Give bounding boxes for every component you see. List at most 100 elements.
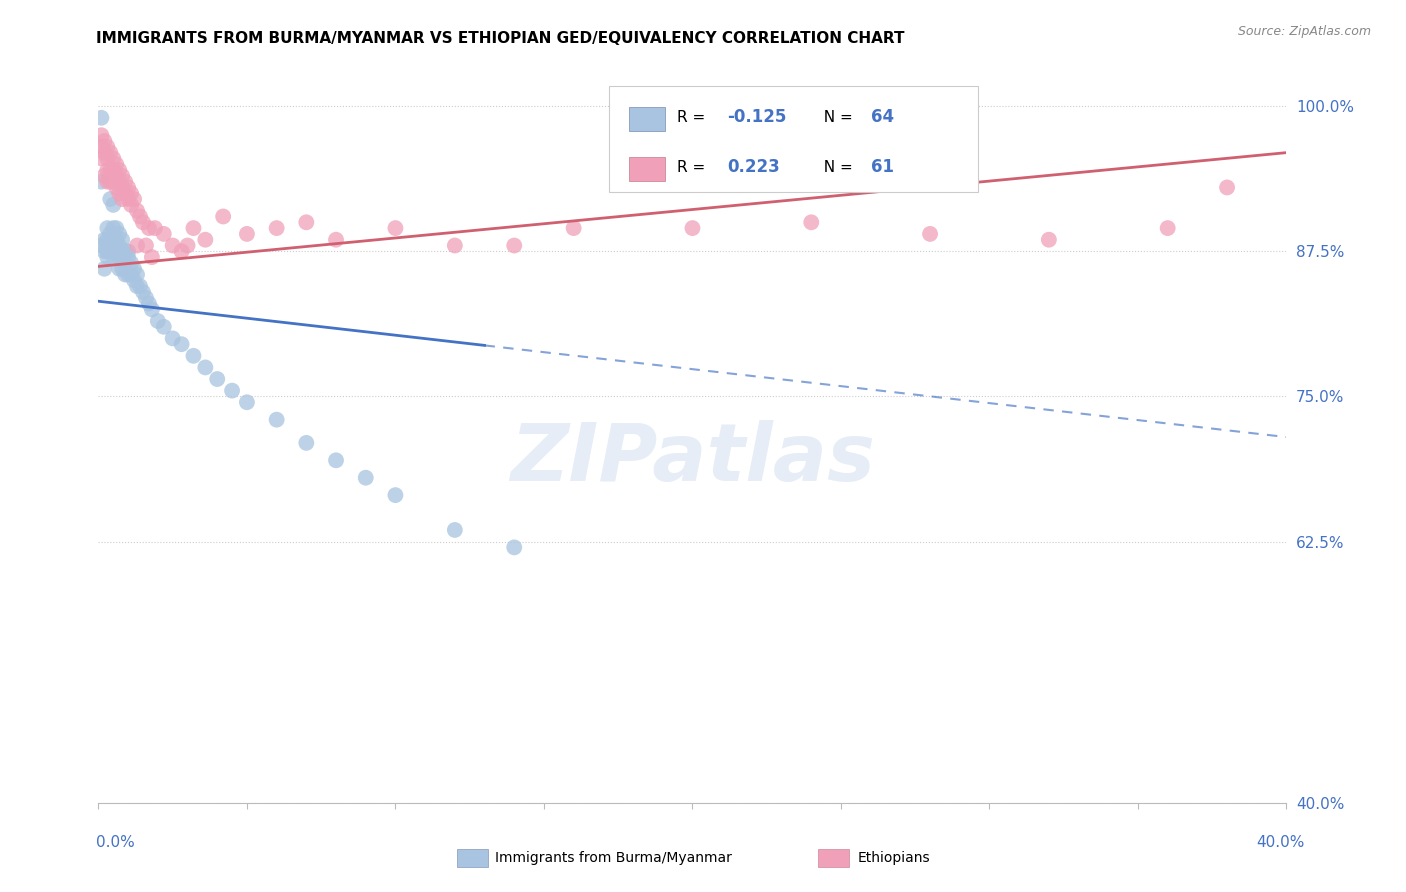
Text: 61: 61 bbox=[870, 159, 894, 177]
Point bbox=[141, 250, 163, 264]
Point bbox=[98, 163, 121, 178]
Point bbox=[562, 221, 585, 235]
Point bbox=[108, 186, 131, 201]
Point bbox=[117, 192, 139, 206]
Point bbox=[221, 384, 243, 398]
Point bbox=[103, 198, 125, 212]
Point bbox=[236, 227, 259, 241]
Point bbox=[138, 296, 160, 310]
Point bbox=[205, 372, 228, 386]
Point bbox=[443, 238, 465, 252]
Point bbox=[108, 250, 131, 264]
Point bbox=[90, 152, 112, 166]
Point bbox=[152, 319, 174, 334]
Point bbox=[146, 314, 169, 328]
Text: 64: 64 bbox=[870, 109, 894, 127]
Point bbox=[103, 250, 125, 264]
Point bbox=[103, 163, 125, 178]
Point bbox=[96, 233, 118, 247]
Text: 40.0%: 40.0% bbox=[1257, 836, 1305, 850]
Point bbox=[162, 331, 184, 345]
Point bbox=[93, 169, 115, 183]
Point bbox=[90, 175, 112, 189]
Point bbox=[111, 169, 134, 183]
Point bbox=[122, 273, 145, 287]
Point bbox=[98, 192, 121, 206]
Text: -0.125: -0.125 bbox=[727, 109, 786, 127]
Point bbox=[141, 302, 163, 317]
Point bbox=[135, 238, 157, 252]
Point bbox=[125, 203, 148, 218]
Point bbox=[108, 227, 131, 241]
Point bbox=[132, 215, 155, 229]
Point bbox=[90, 111, 112, 125]
Text: IMMIGRANTS FROM BURMA/MYANMAR VS ETHIOPIAN GED/EQUIVALENCY CORRELATION CHART: IMMIGRANTS FROM BURMA/MYANMAR VS ETHIOPI… bbox=[96, 31, 904, 46]
Point bbox=[93, 145, 115, 160]
Point bbox=[122, 261, 145, 276]
Point bbox=[443, 523, 465, 537]
Point bbox=[108, 175, 131, 189]
Point bbox=[384, 488, 406, 502]
Point bbox=[183, 221, 205, 235]
Point bbox=[111, 261, 134, 276]
Point bbox=[120, 198, 142, 212]
Point bbox=[194, 360, 217, 375]
Point bbox=[98, 238, 121, 252]
Point bbox=[108, 163, 131, 178]
Point bbox=[103, 175, 125, 189]
Point bbox=[117, 244, 139, 259]
Point bbox=[120, 256, 142, 270]
Point bbox=[96, 221, 118, 235]
Point bbox=[800, 215, 823, 229]
Point bbox=[117, 180, 139, 194]
Point bbox=[103, 152, 125, 166]
Point bbox=[114, 186, 136, 201]
Point bbox=[93, 261, 115, 276]
Text: R =: R = bbox=[678, 110, 710, 125]
Point bbox=[212, 210, 235, 224]
Point bbox=[105, 157, 128, 171]
Point bbox=[96, 152, 118, 166]
Point bbox=[114, 256, 136, 270]
Point bbox=[1038, 233, 1060, 247]
Point bbox=[920, 227, 942, 241]
Point bbox=[96, 244, 118, 259]
Point bbox=[105, 233, 128, 247]
Point bbox=[176, 238, 198, 252]
Point bbox=[183, 349, 205, 363]
Point bbox=[90, 140, 112, 154]
Point bbox=[194, 233, 217, 247]
Text: Ethiopians: Ethiopians bbox=[858, 851, 931, 865]
Point bbox=[108, 238, 131, 252]
Point bbox=[295, 436, 318, 450]
Point bbox=[103, 233, 125, 247]
FancyBboxPatch shape bbox=[609, 86, 977, 192]
Point bbox=[120, 186, 142, 201]
Point bbox=[111, 192, 134, 206]
Point bbox=[681, 221, 703, 235]
Point bbox=[122, 192, 145, 206]
Point bbox=[105, 244, 128, 259]
Point bbox=[96, 140, 118, 154]
Point bbox=[132, 285, 155, 299]
Point bbox=[108, 244, 131, 259]
Point bbox=[503, 238, 526, 252]
Text: Source: ZipAtlas.com: Source: ZipAtlas.com bbox=[1237, 25, 1371, 38]
Point bbox=[98, 244, 121, 259]
Point bbox=[117, 268, 139, 282]
Point bbox=[125, 268, 148, 282]
Point bbox=[236, 395, 259, 409]
Point bbox=[170, 244, 193, 259]
Text: R =: R = bbox=[678, 160, 710, 175]
Point bbox=[1156, 221, 1178, 235]
Point bbox=[135, 291, 157, 305]
Point bbox=[93, 233, 115, 247]
Point bbox=[96, 250, 118, 264]
FancyBboxPatch shape bbox=[630, 107, 665, 130]
Point bbox=[98, 175, 121, 189]
Point bbox=[354, 471, 377, 485]
Point bbox=[90, 238, 112, 252]
Point bbox=[98, 227, 121, 241]
Point bbox=[114, 268, 136, 282]
Point bbox=[143, 221, 166, 235]
